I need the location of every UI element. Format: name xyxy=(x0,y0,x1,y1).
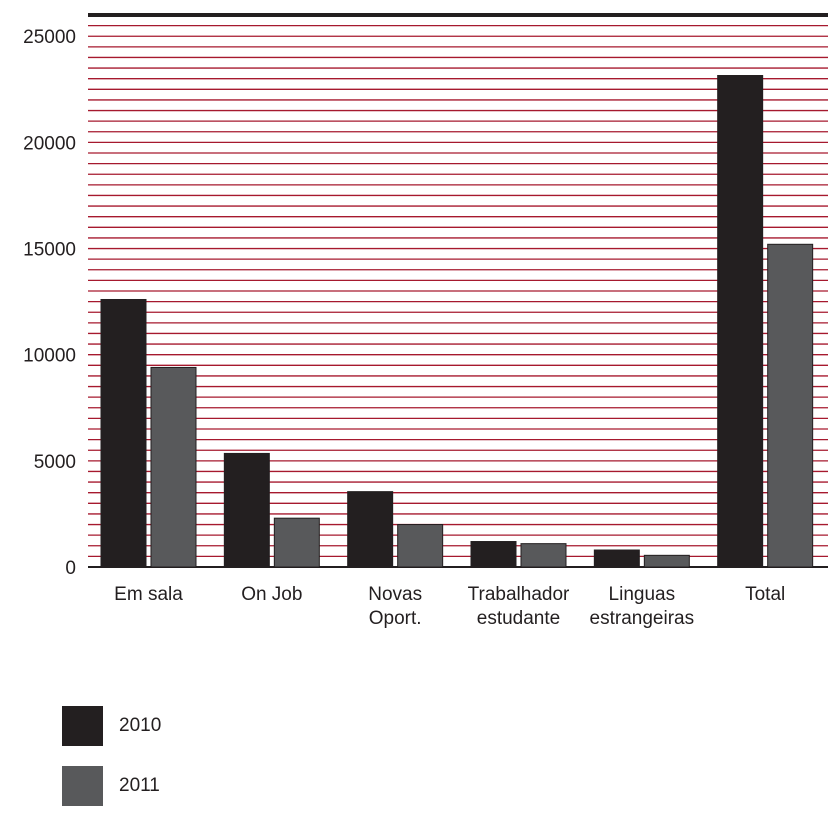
x-axis-labels: Em sala On Job Novas Oport. Trabalhador estud… xyxy=(114,584,785,629)
bar-2011-5 xyxy=(767,243,814,568)
bar-2010-5 xyxy=(717,75,764,568)
bar-2011-0 xyxy=(150,366,197,568)
y-tick-label: 15000 xyxy=(23,240,76,261)
bar-2011-3 xyxy=(520,543,567,568)
legend: 2010 2011 xyxy=(62,706,161,826)
x-category-label: On Job xyxy=(241,584,302,605)
x-category-label: Trabalhador estudante xyxy=(468,584,570,629)
bar-2011-1 xyxy=(273,517,320,568)
legend-item-2011: 2011 xyxy=(62,766,161,806)
y-tick-label: 10000 xyxy=(23,346,76,367)
bar-2010-3 xyxy=(470,541,517,568)
y-tick-label: 5000 xyxy=(34,452,76,473)
legend-label-2010: 2010 xyxy=(119,715,162,736)
x-category-label: Linguas estrangeiras xyxy=(590,584,695,629)
bars xyxy=(100,75,814,568)
bar-chart: 0 5000 10000 15000 20000 25000 Em sala On Job N… xyxy=(23,13,828,629)
y-axis-ticks: 0 5000 10000 15000 20000 25000 xyxy=(23,27,76,579)
legend-swatch-2010 xyxy=(62,706,103,746)
grid-lines xyxy=(88,13,828,568)
x-category-label: Em sala xyxy=(114,584,183,605)
legend-item-2010: 2010 xyxy=(62,706,161,746)
bar-2010-1 xyxy=(223,452,270,568)
bar-2010-0 xyxy=(100,298,147,568)
bar-2011-4 xyxy=(643,554,690,568)
y-tick-label: 20000 xyxy=(23,133,76,154)
legend-label-2011: 2011 xyxy=(119,775,160,796)
bar-2010-2 xyxy=(347,491,394,568)
y-tick-label: 25000 xyxy=(23,27,76,48)
bar-2010-4 xyxy=(593,549,640,568)
legend-swatch-2011 xyxy=(62,766,103,806)
x-category-label: Novas Oport. xyxy=(368,584,422,629)
y-tick-label: 0 xyxy=(65,558,76,579)
bar-2011-2 xyxy=(397,524,444,568)
x-category-label: Total xyxy=(745,584,785,605)
